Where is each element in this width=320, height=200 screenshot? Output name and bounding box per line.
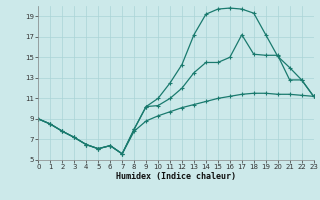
X-axis label: Humidex (Indice chaleur): Humidex (Indice chaleur) bbox=[116, 172, 236, 181]
